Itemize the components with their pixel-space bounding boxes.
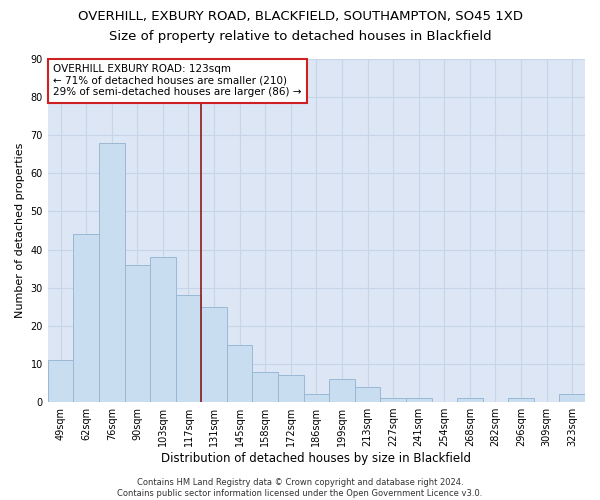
Bar: [48, 360, 73, 402]
Text: OVERHILL, EXBURY ROAD, BLACKFIELD, SOUTHAMPTON, SO45 1XD: OVERHILL, EXBURY ROAD, BLACKFIELD, SOUTH…: [77, 10, 523, 23]
Bar: [304, 394, 329, 402]
Bar: [201, 307, 227, 402]
Bar: [329, 379, 355, 402]
Bar: [99, 143, 125, 402]
Bar: [380, 398, 406, 402]
Bar: [406, 398, 431, 402]
Bar: [278, 376, 304, 402]
Bar: [125, 265, 150, 402]
Bar: [150, 257, 176, 402]
Bar: [73, 234, 99, 402]
Bar: [508, 398, 534, 402]
Text: OVERHILL EXBURY ROAD: 123sqm
← 71% of detached houses are smaller (210)
29% of s: OVERHILL EXBURY ROAD: 123sqm ← 71% of de…: [53, 64, 302, 98]
Text: Contains HM Land Registry data © Crown copyright and database right 2024.
Contai: Contains HM Land Registry data © Crown c…: [118, 478, 482, 498]
Bar: [253, 372, 278, 402]
X-axis label: Distribution of detached houses by size in Blackfield: Distribution of detached houses by size …: [161, 452, 472, 465]
Bar: [457, 398, 482, 402]
Y-axis label: Number of detached properties: Number of detached properties: [15, 143, 25, 318]
Bar: [227, 345, 253, 402]
Bar: [355, 387, 380, 402]
Bar: [176, 296, 201, 402]
Bar: [559, 394, 585, 402]
Text: Size of property relative to detached houses in Blackfield: Size of property relative to detached ho…: [109, 30, 491, 43]
